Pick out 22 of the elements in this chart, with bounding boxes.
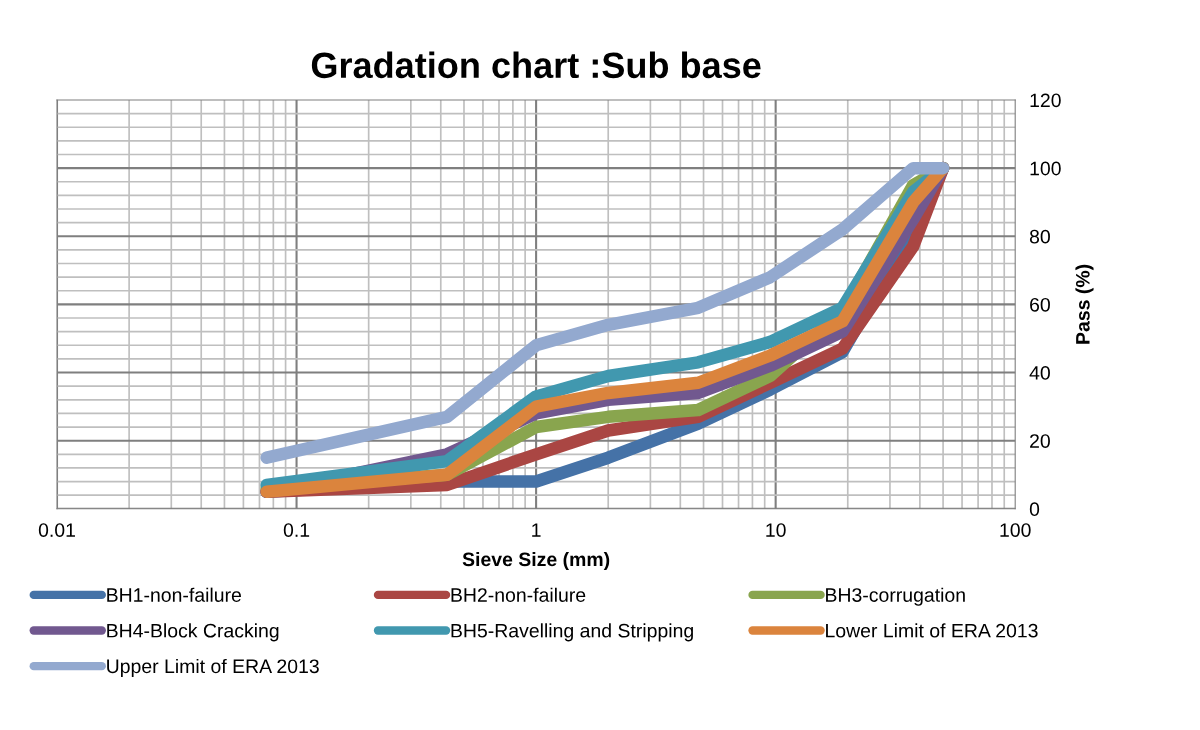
x-tick-label: 10 (766, 523, 786, 537)
legend-label: BH3-corrugation (826, 587, 965, 606)
legend-label: BH5-Ravelling and Stripping (451, 623, 693, 642)
y-tick-label: 80 (1029, 229, 1050, 244)
y-tick-label: 0 (1029, 502, 1040, 517)
legend-label: Lower Limit of ERA 2013 (826, 623, 1038, 638)
x-tick-label: 0.01 (38, 523, 75, 537)
y-tick-label: 40 (1029, 366, 1050, 380)
x-tick-label: 100 (1000, 523, 1031, 537)
x-tick-label: 1 (532, 523, 541, 537)
x-axis-title: Sieve Size (mm) (462, 551, 610, 571)
legend-label: BH2-non-failure (451, 587, 586, 602)
y-tick-label: 120 (1030, 93, 1061, 108)
x-tick-label: 0.1 (283, 523, 310, 537)
chart-title: Gradation chart :Sub base (311, 51, 761, 79)
legend-label: Upper Limit of ERA 2013 (107, 658, 319, 678)
legend-label: BH1-non-failure (107, 587, 241, 602)
y-tick-label: 20 (1030, 434, 1050, 448)
y-axis-title: Pass (%) (1075, 264, 1094, 344)
y-tick-label: 100 (1030, 161, 1061, 176)
y-tick-label: 60 (1030, 297, 1050, 312)
legend-label: BH4-Block Cracking (107, 623, 279, 642)
